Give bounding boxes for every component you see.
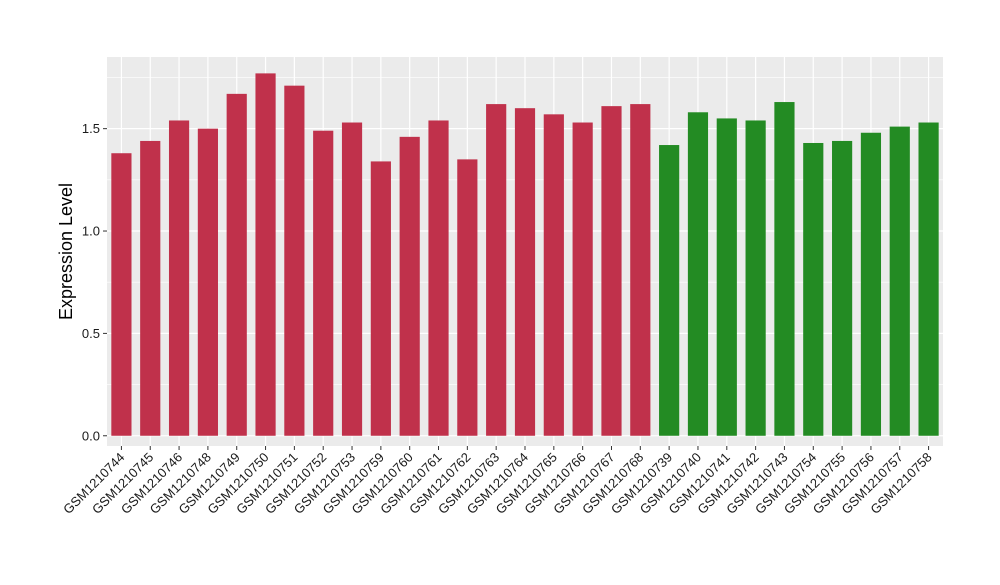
bar-gsm1210762 [457, 159, 478, 436]
bar-gsm1210741 [716, 118, 737, 436]
bar-gsm1210748 [197, 128, 218, 436]
bar-gsm1210761 [428, 120, 449, 436]
bar-gsm1210765 [543, 114, 564, 436]
bar-gsm1210766 [572, 122, 593, 436]
y-tick-label: 1.5 [82, 121, 100, 136]
bar-gsm1210753 [341, 122, 363, 436]
bar-gsm1210754 [803, 142, 824, 436]
bar-gsm1210742 [745, 120, 766, 436]
bar-gsm1210749 [226, 93, 247, 436]
y-axis-title: Expression Level [56, 183, 76, 320]
bar-gsm1210763 [486, 104, 507, 436]
bar-gsm1210746 [168, 120, 190, 436]
bar-gsm1210745 [140, 140, 161, 436]
y-tick-label: 0.0 [82, 428, 100, 443]
y-tick-label: 1.0 [82, 224, 100, 239]
bar-gsm1210740 [687, 112, 709, 436]
bar-gsm1210750 [255, 73, 276, 436]
bar-gsm1210760 [399, 136, 420, 436]
bar-gsm1210751 [284, 85, 305, 436]
bar-gsm1210756 [860, 132, 882, 436]
bar-gsm1210757 [889, 126, 910, 436]
bars [111, 73, 939, 436]
bar-gsm1210767 [601, 106, 622, 436]
bar-gsm1210755 [832, 140, 853, 436]
bar-gsm1210744 [111, 153, 132, 436]
bar-gsm1210759 [370, 161, 391, 436]
y-axis: 0.0 0.5 1.0 1.5 [82, 121, 107, 443]
x-axis: GSM1210744GSM1210745GSM1210746GSM1210748… [60, 446, 935, 517]
bar-gsm1210743 [774, 102, 795, 436]
bar-gsm1210768 [630, 104, 651, 436]
y-tick-label: 0.5 [82, 326, 100, 341]
bar-gsm1210752 [313, 130, 334, 436]
bar-gsm1210764 [514, 108, 536, 436]
bar-gsm1210739 [659, 145, 680, 436]
bar-gsm1210758 [918, 122, 939, 436]
